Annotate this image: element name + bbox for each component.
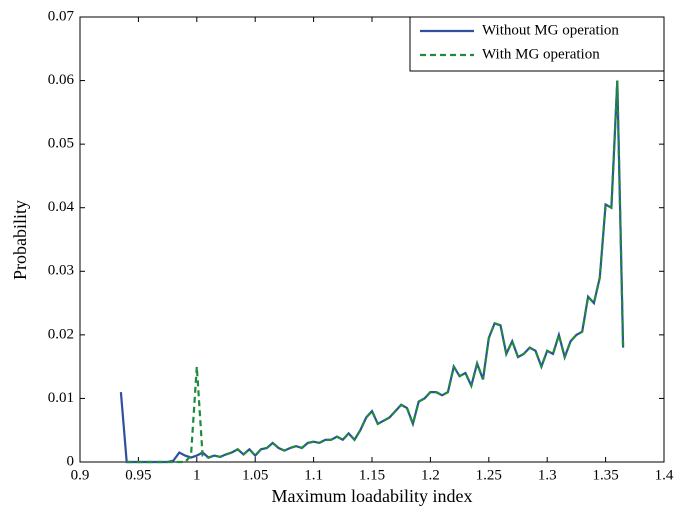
- x-tick-label: 1.15: [359, 467, 385, 483]
- y-tick-label: 0: [67, 453, 75, 469]
- x-tick-label: 1.25: [476, 467, 502, 483]
- x-tick-label: 1.1: [304, 467, 323, 483]
- x-tick-label: 1.05: [242, 467, 268, 483]
- y-tick-label: 0.05: [48, 136, 74, 152]
- y-tick-label: 0.04: [48, 199, 75, 215]
- x-tick-label: 0.95: [125, 467, 151, 483]
- y-tick-label: 0.03: [48, 263, 74, 279]
- x-tick-label: 1.35: [592, 467, 618, 483]
- x-axis-label: Maximum loadability index: [272, 486, 473, 506]
- y-tick-label: 0.06: [48, 72, 75, 88]
- plot-frame: [79, 16, 665, 463]
- x-tick-label: 1: [193, 467, 201, 483]
- legend-label: With MG operation: [482, 46, 600, 62]
- data-line: [126, 80, 625, 464]
- x-tick-label: 1.4: [655, 467, 674, 483]
- y-axis-label: Probability: [10, 200, 30, 280]
- x-tick-label: 1.3: [538, 467, 557, 483]
- x-tick-label: 0.9: [71, 467, 90, 483]
- x-tick-label: 1.2: [421, 467, 440, 483]
- legend-label: Without MG operation: [482, 22, 619, 38]
- y-tick-label: 0.07: [48, 8, 75, 24]
- legend-box: [409, 16, 665, 72]
- y-tick-label: 0.01: [48, 390, 74, 406]
- data-line: [119, 80, 625, 464]
- y-tick-label: 0.02: [48, 326, 74, 342]
